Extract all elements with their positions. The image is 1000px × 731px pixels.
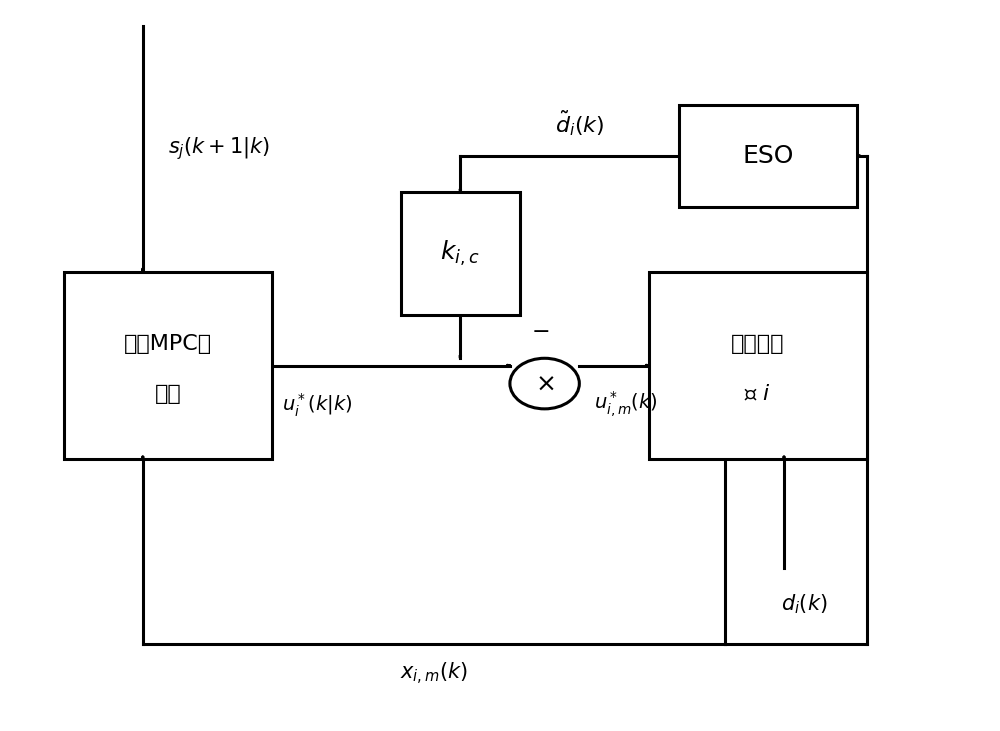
Text: $k_{i,c}$: $k_{i,c}$ — [440, 239, 480, 268]
Bar — [649, 271, 867, 460]
Bar — [401, 192, 520, 315]
Text: $u_{i,m}^*(k)$: $u_{i,m}^*(k)$ — [594, 390, 658, 420]
Text: 人 $i$: 人 $i$ — [744, 385, 771, 404]
Text: $s_j(k+1|k)$: $s_j(k+1|k)$ — [168, 135, 270, 162]
Text: 移动机器: 移动机器 — [731, 334, 785, 354]
Text: $u_i^*(k|k)$: $u_i^*(k|k)$ — [282, 392, 353, 419]
Text: $d_i(k)$: $d_i(k)$ — [781, 592, 827, 616]
Text: $\tilde{d}_i(k)$: $\tilde{d}_i(k)$ — [555, 108, 604, 138]
Bar — [64, 271, 272, 460]
Text: 本地MPC控: 本地MPC控 — [124, 334, 212, 354]
Text: $\times$: $\times$ — [535, 371, 554, 395]
Bar — [679, 105, 857, 207]
Text: $-$: $-$ — [531, 320, 549, 340]
Text: 制器: 制器 — [154, 385, 181, 404]
Circle shape — [510, 358, 579, 409]
Text: ESO: ESO — [742, 144, 793, 168]
Text: $x_{i,m}(k)$: $x_{i,m}(k)$ — [400, 661, 468, 687]
